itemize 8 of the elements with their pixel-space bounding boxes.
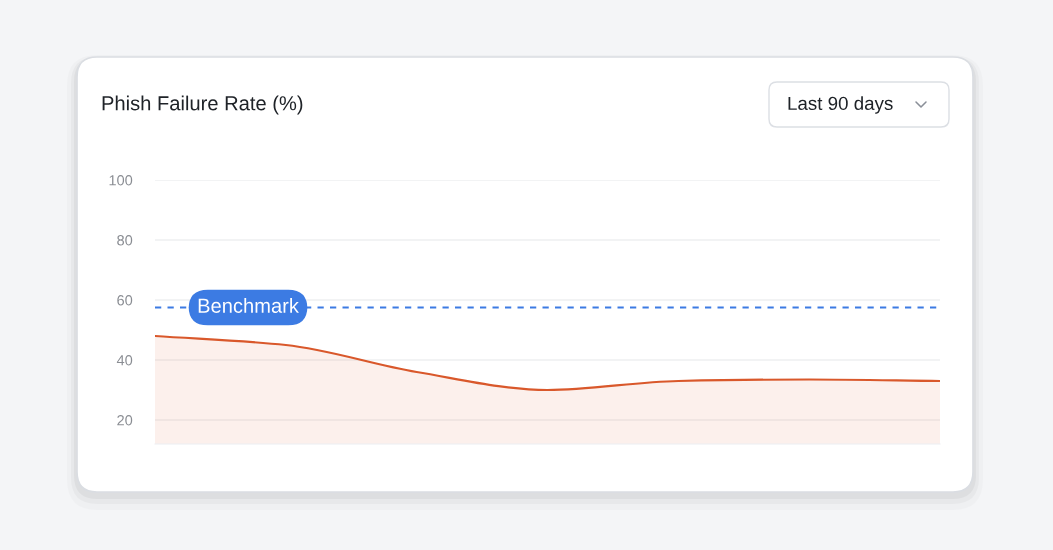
ref-line-label: Benchmark [198,298,299,313]
y-tick-label: 20 [117,415,133,426]
y-tick-label: 100 [109,175,133,186]
y-tick-label: 80 [117,235,133,246]
chart-title: Phish Failure Rate (%) [102,95,303,115]
y-tick-label: 40 [116,355,133,366]
text: Last 90 days [788,96,893,114]
y-tick-label: 60 [117,295,133,306]
